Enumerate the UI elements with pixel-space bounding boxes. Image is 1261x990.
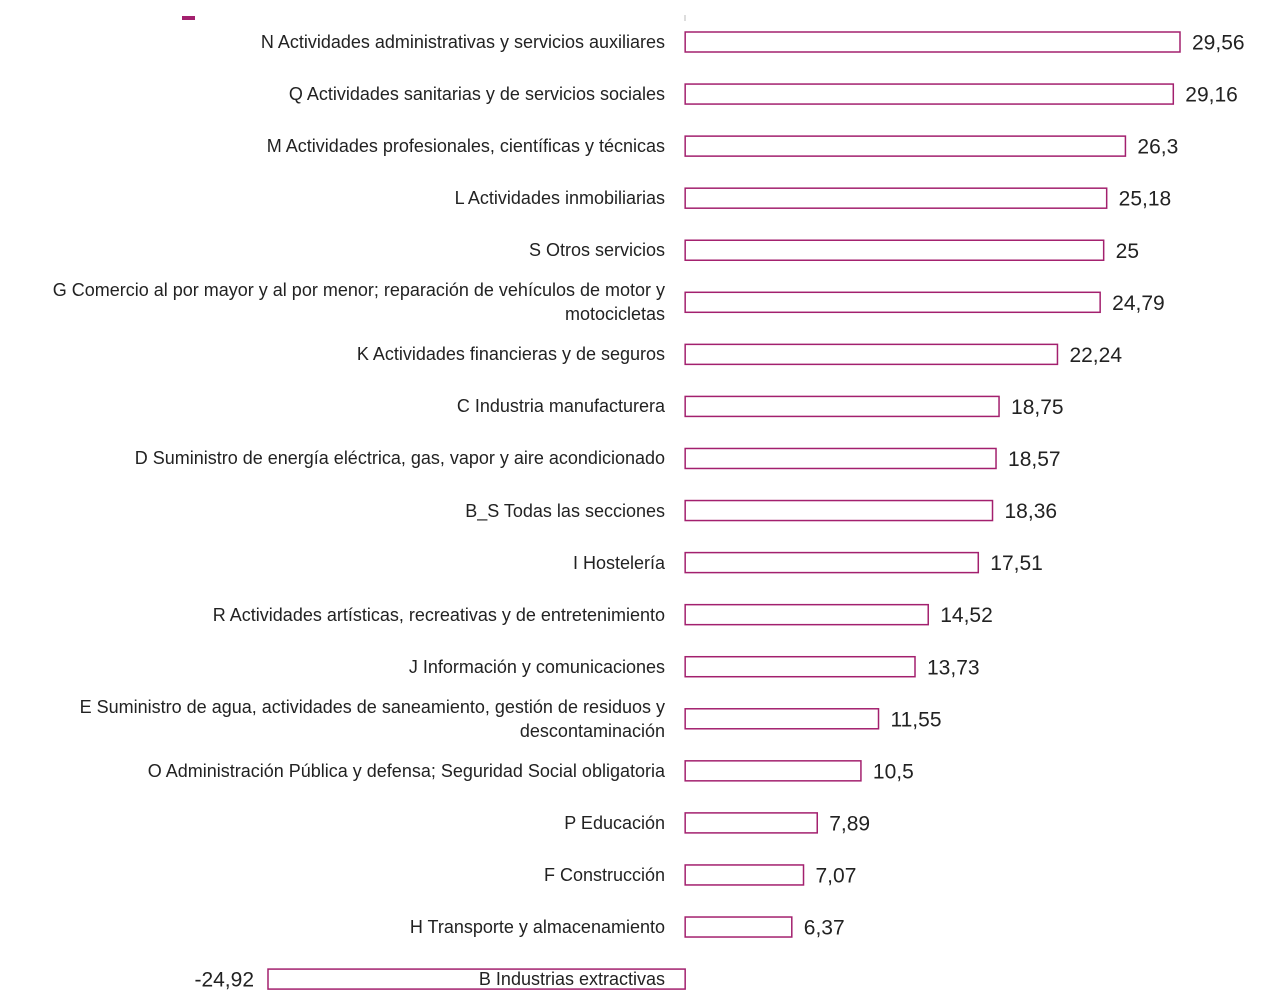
category-label: D Suministro de energía eléctrica, gas, … xyxy=(134,448,665,469)
category-label: F Construcción xyxy=(543,864,665,885)
category-label: N Actividades administrativas y servicio… xyxy=(260,32,665,52)
value-label: 17,51 xyxy=(990,552,1043,575)
value-label: 14,52 xyxy=(940,604,993,627)
value-label: 7,89 xyxy=(829,812,870,835)
bar xyxy=(684,864,805,886)
legend-swatch xyxy=(182,16,195,20)
value-label: 10,5 xyxy=(873,760,914,783)
bar xyxy=(684,551,980,574)
bar xyxy=(684,603,929,626)
bar xyxy=(684,655,916,678)
value-label: 29,56 xyxy=(1192,32,1245,55)
bar xyxy=(684,31,1181,53)
bar xyxy=(684,83,1175,105)
value-label: 7,07 xyxy=(816,865,857,888)
value-label: 18,36 xyxy=(1005,500,1058,523)
value-label: 22,24 xyxy=(1069,344,1122,367)
bar xyxy=(684,187,1108,209)
value-label: 25,18 xyxy=(1119,188,1172,211)
value-label: -24,92 xyxy=(194,969,254,990)
value-label: 24,79 xyxy=(1112,292,1165,315)
bar xyxy=(684,447,997,470)
category-label: O Administración Pública y defensa; Segu… xyxy=(147,760,665,781)
value-label: 25 xyxy=(1116,240,1139,263)
category-label: B Industrias extractivas xyxy=(478,969,665,990)
bar xyxy=(267,968,686,990)
category-label: R Actividades artísticas, recreativas y … xyxy=(212,604,665,625)
category-label: H Transporte y almacenamiento xyxy=(409,917,665,938)
bar xyxy=(684,135,1127,157)
bar xyxy=(684,395,1000,418)
value-label: 18,57 xyxy=(1008,448,1061,471)
category-label: L Actividades inmobiliarias xyxy=(454,188,665,209)
category-label: J Información y comunicaciones xyxy=(408,656,665,677)
category-label: P Educación xyxy=(564,812,665,833)
category-label: C Industria manufacturera xyxy=(456,396,665,417)
value-label: 18,75 xyxy=(1011,396,1064,419)
value-label: 29,16 xyxy=(1185,84,1238,107)
category-label: B_S Todas las secciones xyxy=(465,500,665,521)
bar xyxy=(684,499,994,522)
bar xyxy=(684,708,880,730)
bar xyxy=(684,916,793,938)
bar xyxy=(684,343,1059,366)
category-label: G Comercio al por mayor y al por menor; … xyxy=(52,280,665,325)
category-label: Q Actividades sanitarias y de servicios … xyxy=(288,84,665,105)
value-label: 26,3 xyxy=(1137,136,1178,159)
value-label: 11,55 xyxy=(891,708,942,731)
category-label: I Hostelería xyxy=(572,552,665,573)
value-label: 13,73 xyxy=(927,656,980,679)
value-label: 6,37 xyxy=(804,917,845,940)
bar xyxy=(684,291,1101,314)
category-label: M Actividades profesionales, científicas… xyxy=(266,136,665,157)
category-label: K Actividades financieras y de seguros xyxy=(356,344,665,365)
bar xyxy=(684,760,862,782)
category-label: E Suministro de agua, actividades de san… xyxy=(79,696,665,741)
bar xyxy=(684,239,1105,261)
bar xyxy=(684,812,818,834)
category-label: S Otros servicios xyxy=(528,240,665,261)
